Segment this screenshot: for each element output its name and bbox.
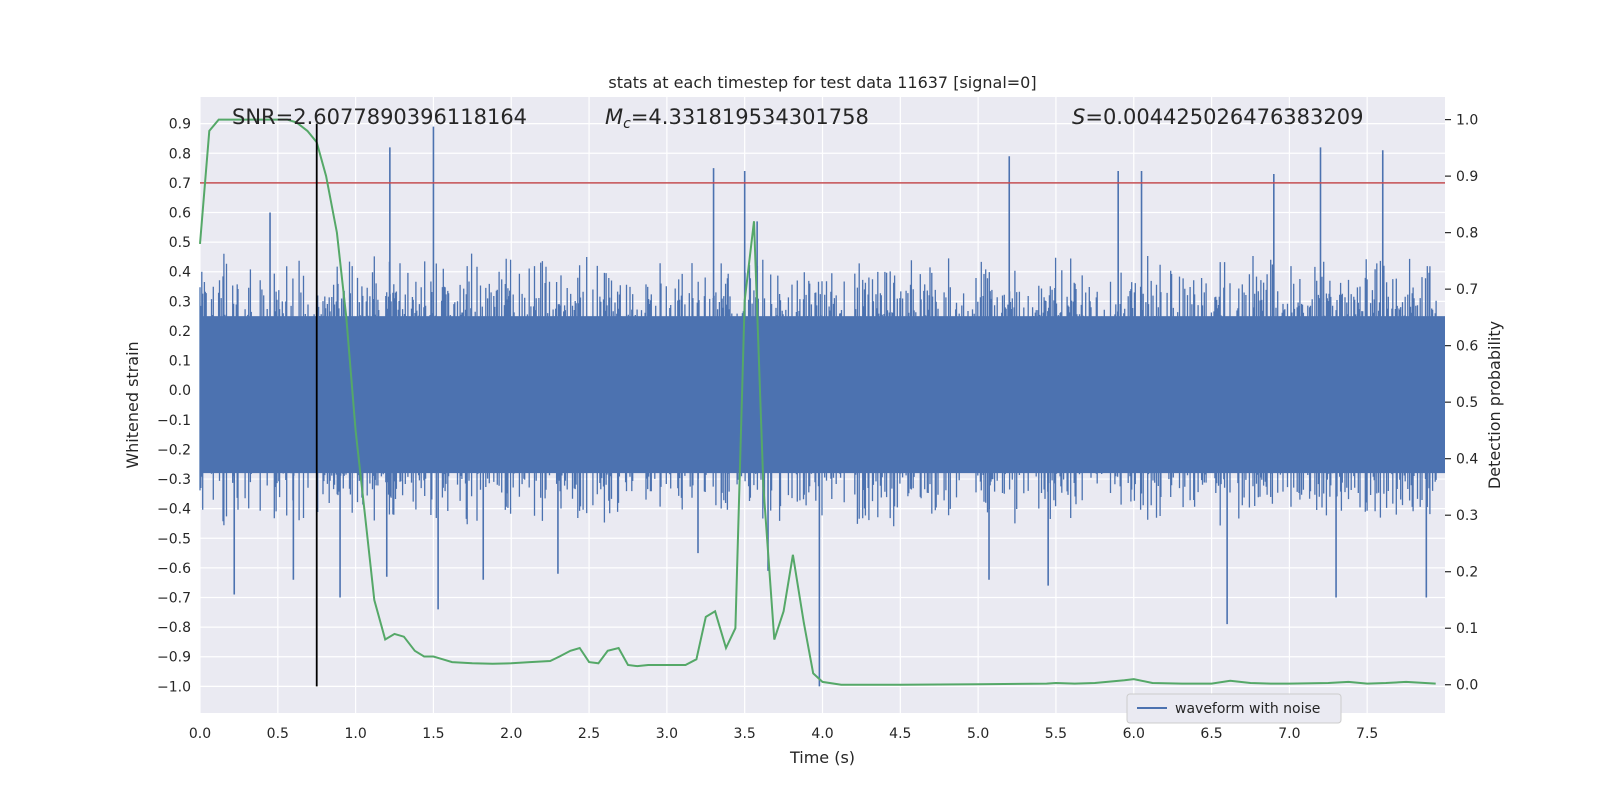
y-left-tick-label: −0.1 bbox=[157, 413, 191, 429]
x-tick-label: 5.5 bbox=[1045, 726, 1067, 742]
annotation-s: S=0.004425026476383209 bbox=[1072, 105, 1363, 129]
y-left-tick-label: −0.4 bbox=[157, 502, 191, 518]
y-right-tick-label: 0.2 bbox=[1456, 565, 1478, 581]
y-axis-label-left: Whitened strain bbox=[123, 341, 142, 468]
y-left-tick-label: −0.3 bbox=[157, 472, 191, 488]
y-left-tick-label: 0.5 bbox=[169, 235, 191, 251]
y-left-tick-label: 0.2 bbox=[169, 324, 191, 340]
x-tick-label: 6.0 bbox=[1123, 726, 1145, 742]
annotation-snr: SNR=2.6077890396118164 bbox=[232, 105, 527, 129]
x-tick-label: 7.0 bbox=[1278, 726, 1300, 742]
y-right-tick-label: 0.5 bbox=[1456, 395, 1478, 411]
y-right-tick-label: 0.9 bbox=[1456, 169, 1478, 185]
x-tick-label: 1.0 bbox=[344, 726, 366, 742]
x-tick-label: 5.0 bbox=[967, 726, 989, 742]
x-tick-label: 4.5 bbox=[889, 726, 911, 742]
y-left-tick-label: −0.6 bbox=[157, 561, 191, 577]
y-left-tick-label: 0.1 bbox=[169, 354, 191, 370]
y-left-tick-label: 0.0 bbox=[169, 383, 191, 399]
chart-title: stats at each timestep for test data 116… bbox=[608, 73, 1036, 92]
y-right-tick-label: 0.3 bbox=[1456, 508, 1478, 524]
y-left-tick-label: −0.8 bbox=[157, 620, 191, 636]
y-right-tick-label: 0.6 bbox=[1456, 339, 1478, 355]
y-right-tick-label: 0.0 bbox=[1456, 678, 1478, 694]
x-tick-label: 6.5 bbox=[1200, 726, 1222, 742]
y-axis-label-right: Detection probability bbox=[1485, 321, 1504, 489]
y-left-tick-label: 0.4 bbox=[169, 265, 191, 281]
y-right-tick-label: 1.0 bbox=[1456, 113, 1478, 129]
x-axis-ticks: 0.0 0.5 1.0 1.5 2.0 2.5 3.0 3.5 4.0 4.5 5.0 5.5 6.0 6… bbox=[189, 726, 1378, 742]
x-tick-label: 3.5 bbox=[734, 726, 756, 742]
legend: waveform with noise bbox=[1126, 693, 1342, 724]
x-tick-label: 4.0 bbox=[811, 726, 833, 742]
x-tick-label: 2.5 bbox=[578, 726, 600, 742]
y-left-tick-label: 0.9 bbox=[169, 117, 191, 133]
y-left-tick-label: −0.5 bbox=[157, 531, 191, 547]
x-axis-label: Time (s) bbox=[789, 748, 855, 767]
y-right-tick-label: 0.7 bbox=[1456, 282, 1478, 298]
y-left-axis-ticks: 0.9 0.8 0.7 0.6 0.5 0.4 0.3 0.2 0.1 0.0 −0.1 −0.2 −0… bbox=[157, 117, 191, 696]
annotation-chirp-mass: Mc=4.331819534301758 bbox=[605, 105, 869, 132]
legend-label-waveform: waveform with noise bbox=[1175, 701, 1320, 717]
x-tick-label: 1.5 bbox=[422, 726, 444, 742]
y-right-axis-ticks: 1.0 0.9 0.8 0.7 0.6 0.5 0.4 0.3 0.2 0.1 0.0 bbox=[1445, 113, 1478, 694]
x-tick-label: 7.5 bbox=[1356, 726, 1378, 742]
waveform-series bbox=[199, 126, 1445, 687]
y-right-tick-label: 0.8 bbox=[1456, 226, 1478, 242]
y-left-tick-label: 0.6 bbox=[169, 206, 191, 222]
y-left-tick-label: −0.2 bbox=[157, 442, 191, 458]
y-right-tick-label: 0.4 bbox=[1456, 452, 1478, 468]
y-left-tick-label: 0.7 bbox=[169, 176, 191, 192]
probability-line bbox=[199, 118, 1436, 686]
legend-box bbox=[1126, 693, 1342, 724]
x-tick-label: 0.0 bbox=[189, 726, 211, 742]
x-tick-label: 3.0 bbox=[656, 726, 678, 742]
y-left-tick-label: −0.7 bbox=[157, 591, 191, 607]
y-left-tick-label: 0.3 bbox=[169, 294, 191, 310]
probability-series bbox=[199, 118, 1436, 686]
y-left-tick-label: −1.0 bbox=[157, 679, 191, 695]
x-tick-label: 2.0 bbox=[500, 726, 522, 742]
x-tick-label: 0.5 bbox=[267, 726, 289, 742]
y-left-tick-label: −0.9 bbox=[157, 650, 191, 666]
waveform-dense-band bbox=[200, 316, 1445, 474]
annotations: SNR=2.6077890396118164 Mc=4.3318195343017… bbox=[232, 105, 1363, 132]
y-left-tick-label: 0.8 bbox=[169, 146, 191, 162]
y-right-tick-label: 0.1 bbox=[1456, 621, 1478, 637]
